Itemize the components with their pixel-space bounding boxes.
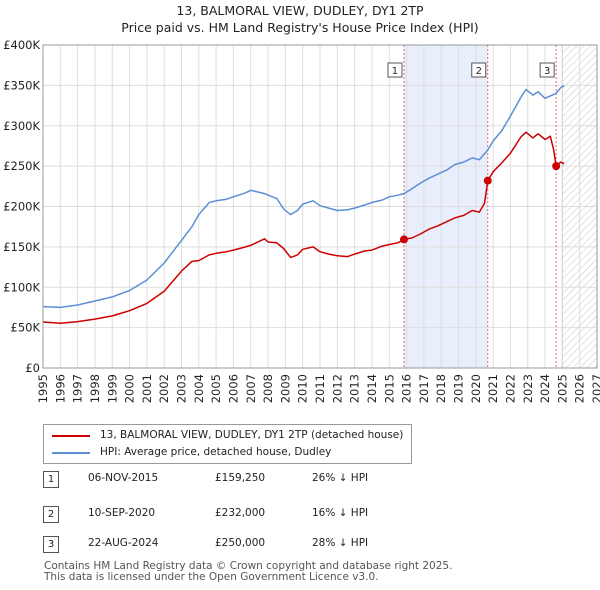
legend: 13, BALMORAL VIEW, DUDLEY, DY1 2TP (deta… [43,424,412,464]
sale-price: £250,000 [215,537,266,549]
x-tick-label: 2009 [278,374,292,403]
x-tick-label: 2020 [469,374,483,403]
sale-row: 3 22-AUG-2024 £250,000 28% ↓ HPI [43,536,443,556]
sale-label-text: 2 [476,66,482,77]
title-line-1: 13, BALMORAL VIEW, DUDLEY, DY1 2TP [176,3,424,18]
x-tick-label: 2027 [590,374,600,403]
x-tick-label: 2017 [417,374,431,403]
x-tick-label: 2019 [452,374,466,403]
x-tick-label: 2006 [226,374,240,403]
sale-hpi-diff: 26% ↓ HPI [312,472,369,484]
x-tick-label: 2008 [261,374,275,403]
x-tick-label: 2001 [140,374,154,403]
x-tick-label: 2024 [538,374,552,403]
footer: Contains HM Land Registry data © Crown c… [44,561,452,583]
x-tick-label: 1997 [71,374,85,403]
y-tick-label: £350K [3,78,40,92]
x-tick-label: 2013 [348,374,362,403]
x-tick-label: 1996 [53,374,67,403]
sale-label-box [471,62,487,78]
price-chart: 1 2 3 £0 £50K £100K £150K £200K £250K £300K £350K £… [3,38,600,403]
footer-copyright: Contains HM Land Registry data © Crown c… [44,560,453,572]
sale-hpi-diff: 28% ↓ HPI [312,537,369,549]
y-tick-label: £150K [3,240,40,254]
sale-date: 22-AUG-2024 [88,537,159,549]
y-tick-label: £300K [3,119,40,133]
chart-title: 13, BALMORAL VIEW, DUDLEY, DY1 2TP Price… [0,2,600,36]
y-tick-label: £0 [25,361,40,375]
sale-point [483,176,492,185]
x-tick-label: 2026 [573,374,587,403]
x-tick-label: 2005 [209,374,223,403]
legend-label-property: 13, BALMORAL VIEW, DUDLEY, DY1 2TP (deta… [100,429,404,441]
x-tick-label: 1995 [36,374,50,403]
sale-number: 3 [43,536,59,553]
title-line-2: Price paid vs. HM Land Registry's House … [121,20,479,35]
x-tick-label: 2023 [521,374,535,403]
x-tick-label: 2025 [555,374,569,403]
sale-row: 2 10-SEP-2020 £232,000 16% ↓ HPI [43,506,443,526]
sale-price: £159,250 [215,472,266,484]
x-tick-label: 2016 [400,374,414,403]
sale-number: 1 [43,471,59,488]
sale-hpi-diff: 16% ↓ HPI [312,507,369,519]
x-tick-label: 1998 [88,374,102,403]
y-tick-label: £50K [11,321,41,335]
sale-label-box [539,62,555,78]
x-tick-label: 2010 [296,374,310,403]
sale-label-text: 3 [544,66,550,77]
sale-price: £232,000 [215,507,266,519]
x-tick-label: 1999 [105,374,119,403]
x-tick-label: 2011 [313,374,327,403]
x-tick-label: 2007 [244,374,258,403]
y-tick-label: £250K [3,159,40,173]
sale-point [399,235,408,244]
plot-frame [42,44,598,369]
x-tick-label: 2012 [330,374,344,403]
legend-swatch-hpi [52,452,90,454]
sale-label-box [387,62,403,78]
legend-swatch-property [52,435,90,437]
sale-date: 10-SEP-2020 [88,507,156,519]
y-tick-label: £200K [3,200,40,214]
sale-row: 1 06-NOV-2015 £159,250 26% ↓ HPI [43,471,443,491]
legend-label-hpi: HPI: Average price, detached house, Dudl… [100,446,332,458]
x-tick-label: 2018 [434,374,448,403]
x-tick-label: 2003 [175,374,189,403]
hpi-line [42,84,565,309]
x-tick-label: 2014 [365,374,379,403]
x-tick-label: 2015 [382,374,396,403]
sale-number: 2 [43,506,59,523]
y-tick-label: £400K [3,38,40,52]
sale-date: 06-NOV-2015 [88,472,159,484]
sale-point [552,162,561,171]
x-tick-label: 2002 [157,374,171,403]
y-tick-label: £100K [3,280,40,294]
x-tick-label: 2022 [503,374,517,403]
x-tick-label: 2004 [192,374,206,403]
x-tick-label: 2021 [486,374,500,403]
x-tick-label: 2000 [123,374,137,403]
footer-licence: This data is licensed under the Open Gov… [44,571,379,583]
sale-label-text: 1 [392,66,398,77]
property-price-line [42,131,565,324]
